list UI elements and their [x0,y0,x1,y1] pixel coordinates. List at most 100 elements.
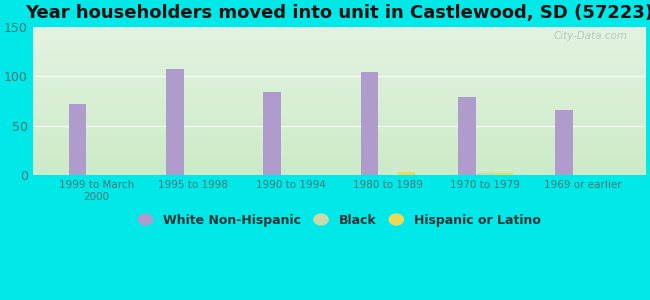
Bar [33,72,646,73]
Bar [33,99,646,100]
Bar [33,40,646,41]
Bar [33,100,646,101]
Title: Year householders moved into unit in Castlewood, SD (57223): Year householders moved into unit in Cas… [25,4,650,22]
Bar [33,109,646,110]
Bar [33,96,646,97]
Bar [33,51,646,52]
Bar [33,42,646,43]
Bar [33,45,646,46]
Bar [33,145,646,146]
Bar [33,138,646,139]
Text: City-Data.com: City-Data.com [553,31,627,41]
Bar [33,44,646,45]
Bar [33,108,646,109]
Bar [361,72,378,175]
Bar [33,27,646,28]
Bar [33,65,646,66]
Bar [33,98,646,99]
Bar [33,40,646,41]
Bar [33,154,646,155]
Bar [33,62,646,63]
Bar [33,107,646,108]
Bar [33,141,646,142]
Bar [495,173,513,175]
Bar [33,155,646,156]
Bar [33,121,646,122]
Bar [476,173,494,175]
Bar [33,158,646,159]
Bar [33,36,646,37]
Bar [33,119,646,120]
Bar [33,150,646,151]
Bar [263,92,281,175]
Bar [33,47,646,48]
Bar [33,87,646,88]
Bar [33,137,646,138]
Bar [33,53,646,54]
Bar [33,167,646,168]
Bar [33,56,646,57]
Bar [33,76,646,77]
Bar [33,58,646,59]
Legend: White Non-Hispanic, Black, Hispanic or Latino: White Non-Hispanic, Black, Hispanic or L… [135,211,545,231]
Bar [33,92,646,93]
Bar [33,136,646,137]
Bar [33,91,646,92]
Bar [33,77,646,78]
Bar [33,79,646,80]
Bar [33,57,646,58]
Bar [33,43,646,44]
Bar [33,74,646,75]
Bar [33,116,646,117]
Bar [33,156,646,157]
Bar [33,124,646,125]
Bar [33,84,646,85]
Bar [33,63,646,64]
Bar [33,122,646,123]
Bar [33,52,646,53]
Bar [33,172,646,173]
Bar [33,61,646,62]
Bar [33,106,646,107]
Bar [33,112,646,113]
Bar [33,95,646,96]
Bar [33,166,646,167]
Bar [33,97,646,98]
Bar [33,132,646,133]
Bar [33,171,646,172]
Bar [33,123,646,124]
Bar [33,151,646,152]
Bar [33,28,646,29]
Bar [33,82,646,83]
Bar [33,130,646,131]
Bar [33,93,646,94]
Bar [166,69,184,175]
Bar [33,139,646,140]
Bar [33,125,646,126]
Bar [33,32,646,33]
Bar [555,110,573,175]
Bar [33,131,646,132]
Bar [33,174,646,175]
Bar [398,172,415,175]
Bar [33,83,646,84]
Bar [33,104,646,105]
Bar [33,73,646,74]
Bar [33,29,646,30]
Bar [33,146,646,147]
Bar [33,163,646,164]
Bar [33,152,646,153]
Bar [33,85,646,86]
Bar [33,39,646,40]
Bar [69,104,86,175]
Bar [33,30,646,31]
Bar [33,173,646,174]
Bar [33,67,646,68]
Bar [33,129,646,130]
Bar [33,38,646,39]
Bar [33,90,646,91]
Bar [33,114,646,115]
Bar [33,170,646,171]
Bar [33,128,646,129]
Bar [33,153,646,154]
